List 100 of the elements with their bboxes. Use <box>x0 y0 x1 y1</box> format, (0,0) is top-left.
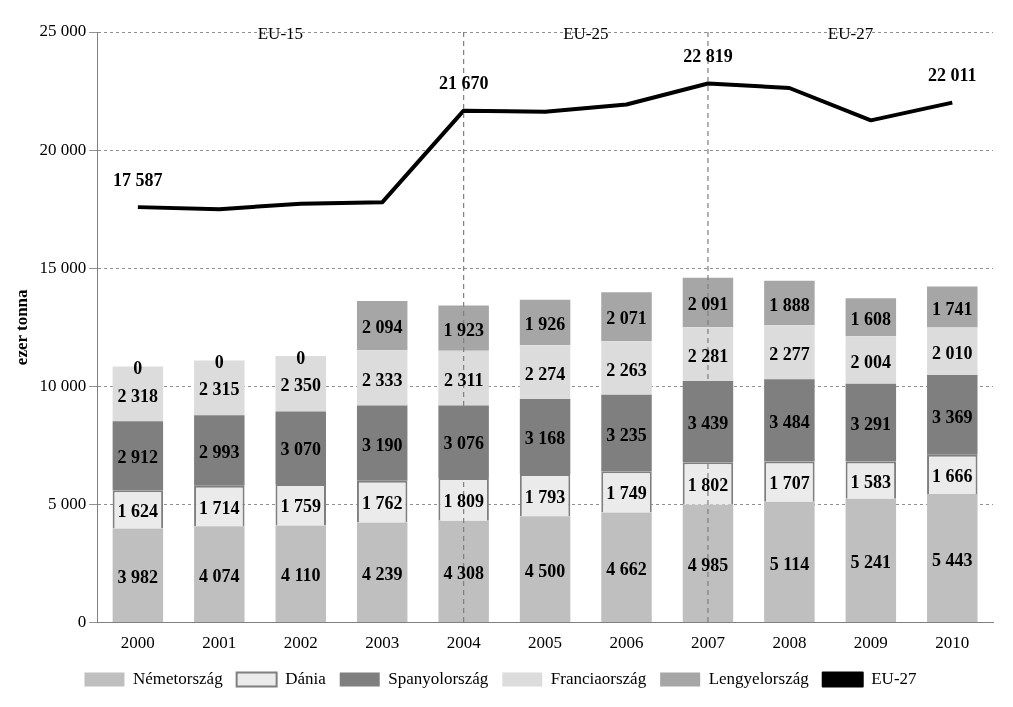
data-label: 3 439 <box>687 413 729 434</box>
data-label: 1 762 <box>361 493 403 514</box>
bar <box>927 494 978 623</box>
data-label: 2 333 <box>361 369 403 390</box>
data-label: 4 074 <box>199 565 240 586</box>
bar <box>764 501 815 623</box>
data-label: 1 793 <box>524 486 566 507</box>
legend-label: EU-27 <box>871 668 918 688</box>
legend-label: Dánia <box>285 668 327 688</box>
bar <box>438 350 489 406</box>
data-label: 2 281 <box>687 345 729 366</box>
data-label: 1 608 <box>850 308 892 329</box>
data-label: 2 071 <box>606 308 647 329</box>
data-label: 1 666 <box>932 465 973 486</box>
y-tick-label: 5 000 <box>47 493 87 513</box>
data-label: 1 741 <box>932 298 973 319</box>
data-label: 1 714 <box>199 497 240 518</box>
data-label: 2 993 <box>199 442 240 463</box>
bar <box>682 504 734 623</box>
y-tick-label: 10 000 <box>39 375 87 395</box>
y-tick-label: 25 000 <box>39 21 87 41</box>
data-label: 2 350 <box>280 375 321 396</box>
data-label: 1 888 <box>769 294 810 315</box>
data-label: 4 239 <box>361 563 403 584</box>
data-label: 3 076 <box>443 433 484 454</box>
data-label: 22 819 <box>683 46 733 67</box>
data-label: 2 094 <box>361 317 403 338</box>
legend-label: Németország <box>132 668 224 688</box>
data-label: 3 982 <box>117 566 159 587</box>
bar <box>764 325 815 380</box>
x-tick-label: 2002 <box>283 633 318 653</box>
y-tick-label: 15 000 <box>39 257 87 277</box>
data-label: 2 263 <box>606 359 647 380</box>
data-label: 22 011 <box>928 65 977 86</box>
data-label: 4 110 <box>280 565 321 586</box>
y-tick-label: 20 000 <box>39 139 87 159</box>
legend-label: Spanyolország <box>388 668 489 688</box>
data-label: 0 <box>133 358 143 379</box>
x-tick-label: 2005 <box>528 633 563 653</box>
data-label: 3 484 <box>769 411 810 432</box>
data-label: 0 <box>296 347 306 368</box>
x-tick-label: 2008 <box>772 633 807 653</box>
x-tick-label: 2004 <box>446 633 482 653</box>
data-label: 2 004 <box>850 351 892 372</box>
data-label: 2 010 <box>932 342 973 363</box>
bar <box>927 286 978 328</box>
data-label: 3 369 <box>932 406 973 427</box>
data-label: 3 291 <box>850 414 892 435</box>
bar <box>601 512 652 623</box>
x-tick-label: 2000 <box>120 633 155 653</box>
data-label: 21 670 <box>438 73 489 94</box>
bar <box>194 526 245 623</box>
bar <box>601 292 652 342</box>
data-label: 1 749 <box>606 483 647 504</box>
data-label: 1 759 <box>280 496 321 517</box>
data-label: 2 912 <box>117 447 159 468</box>
x-tick-label: 2001 <box>202 633 237 653</box>
bar <box>275 525 326 623</box>
bar <box>519 345 571 400</box>
annotation: EU-15 <box>257 23 304 43</box>
annotation: EU-25 <box>563 23 609 43</box>
data-label: 3 168 <box>524 428 566 449</box>
data-label: 2 274 <box>524 363 566 384</box>
data-label: 1 583 <box>850 471 892 492</box>
bar <box>438 520 489 623</box>
x-tick-label: 2010 <box>935 633 970 653</box>
x-tick-label: 2007 <box>690 633 726 653</box>
data-label: 4 662 <box>606 558 647 579</box>
data-label: 2 277 <box>769 343 810 364</box>
x-tick-label: 2006 <box>609 633 644 653</box>
data-label: 1 923 <box>443 319 484 340</box>
data-label: 4 500 <box>524 560 566 581</box>
data-label: 2 091 <box>687 294 729 315</box>
data-label: 17 587 <box>113 169 163 190</box>
data-label: 3 070 <box>280 439 321 460</box>
bar <box>356 522 408 623</box>
x-tick-label: 2009 <box>853 633 888 653</box>
bar <box>112 528 164 623</box>
bar <box>519 516 571 623</box>
legend-label: Franciaország <box>550 668 647 688</box>
data-label: 5 241 <box>850 552 892 573</box>
data-label: 1 707 <box>769 473 810 494</box>
y-axis-title: ezer tonna <box>11 288 31 366</box>
data-label: 3 235 <box>606 424 647 445</box>
annotation: EU-27 <box>827 23 874 43</box>
data-label: 2 311 <box>443 369 484 390</box>
legend-label: Lengyelország <box>708 668 810 688</box>
bar <box>601 341 652 395</box>
data-label: 1 802 <box>687 475 729 496</box>
data-label: 4 308 <box>443 563 484 584</box>
data-label: 3 190 <box>361 434 403 455</box>
data-label: 0 <box>214 352 224 373</box>
data-label: 4 985 <box>687 555 729 576</box>
data-label: 1 926 <box>524 314 566 335</box>
data-label: 5 443 <box>932 549 973 570</box>
data-label: 5 114 <box>769 553 810 574</box>
y-tick-label: 0 <box>77 612 87 632</box>
data-label: 1 809 <box>443 491 484 512</box>
data-label: 1 624 <box>117 501 159 521</box>
x-tick-label: 2003 <box>365 633 400 653</box>
